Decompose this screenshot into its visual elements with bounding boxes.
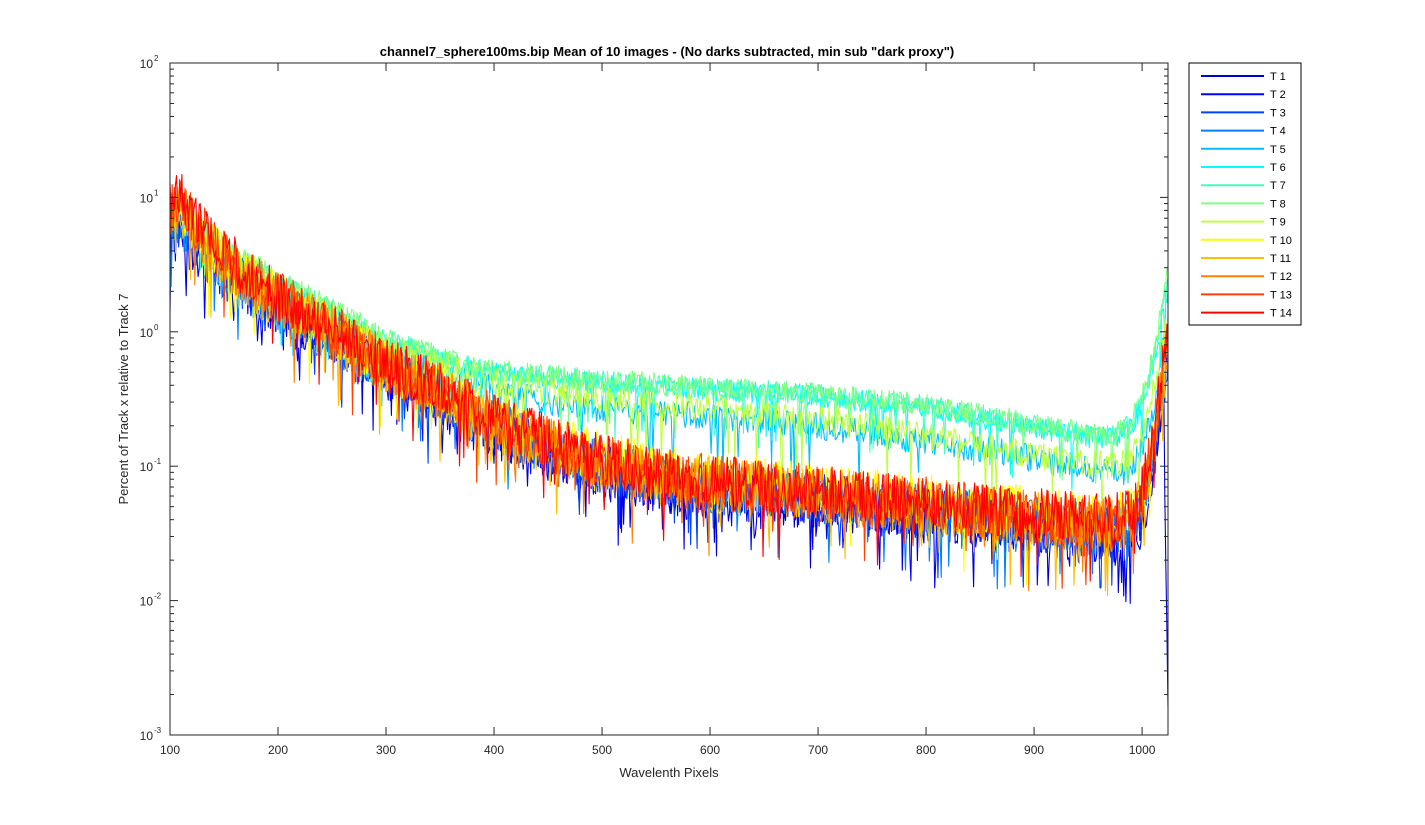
legend-label: T 7 — [1270, 180, 1286, 192]
legend: T 1 T 2 T 3 T 4 T 5 T 6 T 7 T 8 T 9 T 10 T 11 T 12 T… — [1188, 62, 1302, 326]
legend-label: T 12 — [1270, 271, 1292, 283]
x-tick-label: 1000 — [1129, 743, 1156, 757]
series-line — [169, 193, 1169, 485]
x-tick-label: 100 — [160, 743, 180, 757]
x-tick-label: 800 — [916, 743, 936, 757]
series-line — [169, 183, 1169, 589]
y-tick-exponent: -3 — [154, 726, 162, 735]
y-tick-label: 10 — [140, 595, 154, 609]
legend-label: T 2 — [1270, 89, 1286, 101]
legend-label: T 8 — [1270, 198, 1286, 210]
legend-label: T 14 — [1270, 308, 1292, 320]
legend-box — [1188, 62, 1302, 326]
plot-series — [169, 174, 1169, 708]
series-line — [169, 174, 1169, 582]
x-tick-label: 600 — [700, 743, 720, 757]
y-tick-exponent: -2 — [154, 592, 162, 601]
y-tick-exponent: 2 — [154, 54, 159, 63]
legend-label: T 13 — [1270, 289, 1292, 301]
legend-label: T 3 — [1270, 107, 1286, 119]
chart-title: channel7_sphere100ms.bip Mean of 10 imag… — [380, 44, 954, 59]
x-tick-label: 700 — [808, 743, 828, 757]
x-tick-label: 200 — [268, 743, 288, 757]
y-tick-exponent: -1 — [154, 457, 162, 466]
legend-label: T 11 — [1270, 253, 1291, 265]
y-tick-exponent: 0 — [154, 323, 159, 332]
legend-label: T 1 — [1270, 71, 1286, 83]
y-tick-label: 10 — [140, 460, 154, 474]
legend-label: T 6 — [1270, 162, 1286, 174]
x-axis-label: Wavelenth Pixels — [619, 765, 719, 780]
legend-label: T 9 — [1270, 217, 1286, 229]
y-tick-label: 10 — [140, 57, 154, 71]
y-axis-label: Percent of Track x relative to Track 7 — [116, 294, 131, 505]
x-tick-label: 500 — [592, 743, 612, 757]
plot-frame — [169, 62, 1169, 736]
y-tick-label: 10 — [140, 729, 154, 743]
legend-label: T 5 — [1270, 144, 1286, 156]
x-tick-label: 900 — [1024, 743, 1044, 757]
legend-label: T 4 — [1270, 126, 1286, 138]
legend-label: T 10 — [1270, 235, 1292, 247]
y-tick-label: 10 — [140, 191, 154, 205]
y-tick-exponent: 1 — [154, 188, 159, 197]
x-axis: 100 200 300 400 500 600 700 800 900 1000 — [160, 63, 1156, 757]
y-tick-label: 10 — [140, 326, 154, 340]
x-tick-label: 300 — [376, 743, 396, 757]
x-tick-label: 400 — [484, 743, 504, 757]
